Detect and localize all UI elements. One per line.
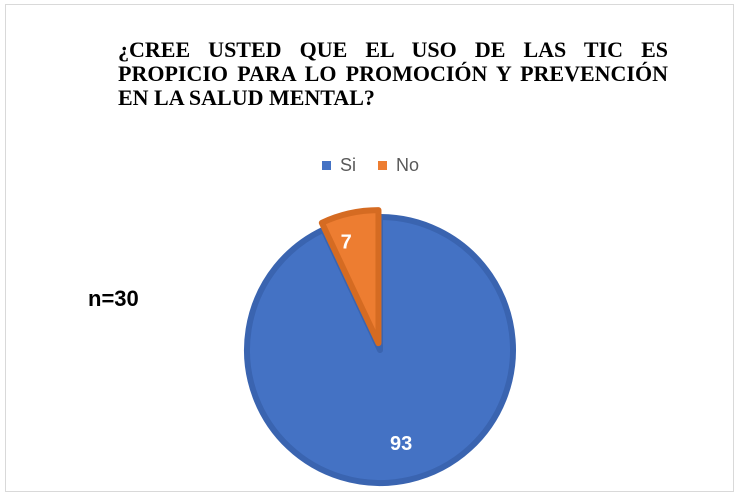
legend-swatch (322, 161, 331, 170)
chart-border (5, 4, 734, 492)
annotation: n=30 (88, 286, 139, 311)
chart-title: ¿CREE USTED QUE EL USO DE LAS TIC ES PRO… (118, 37, 668, 110)
data-label: 93 (390, 433, 412, 455)
data-label: 7 (341, 232, 352, 254)
pie-slice (244, 214, 516, 486)
legend-label: Si (340, 155, 356, 175)
legend-swatch (378, 161, 387, 170)
legend-label: No (396, 155, 419, 175)
pie-slice (318, 207, 382, 347)
